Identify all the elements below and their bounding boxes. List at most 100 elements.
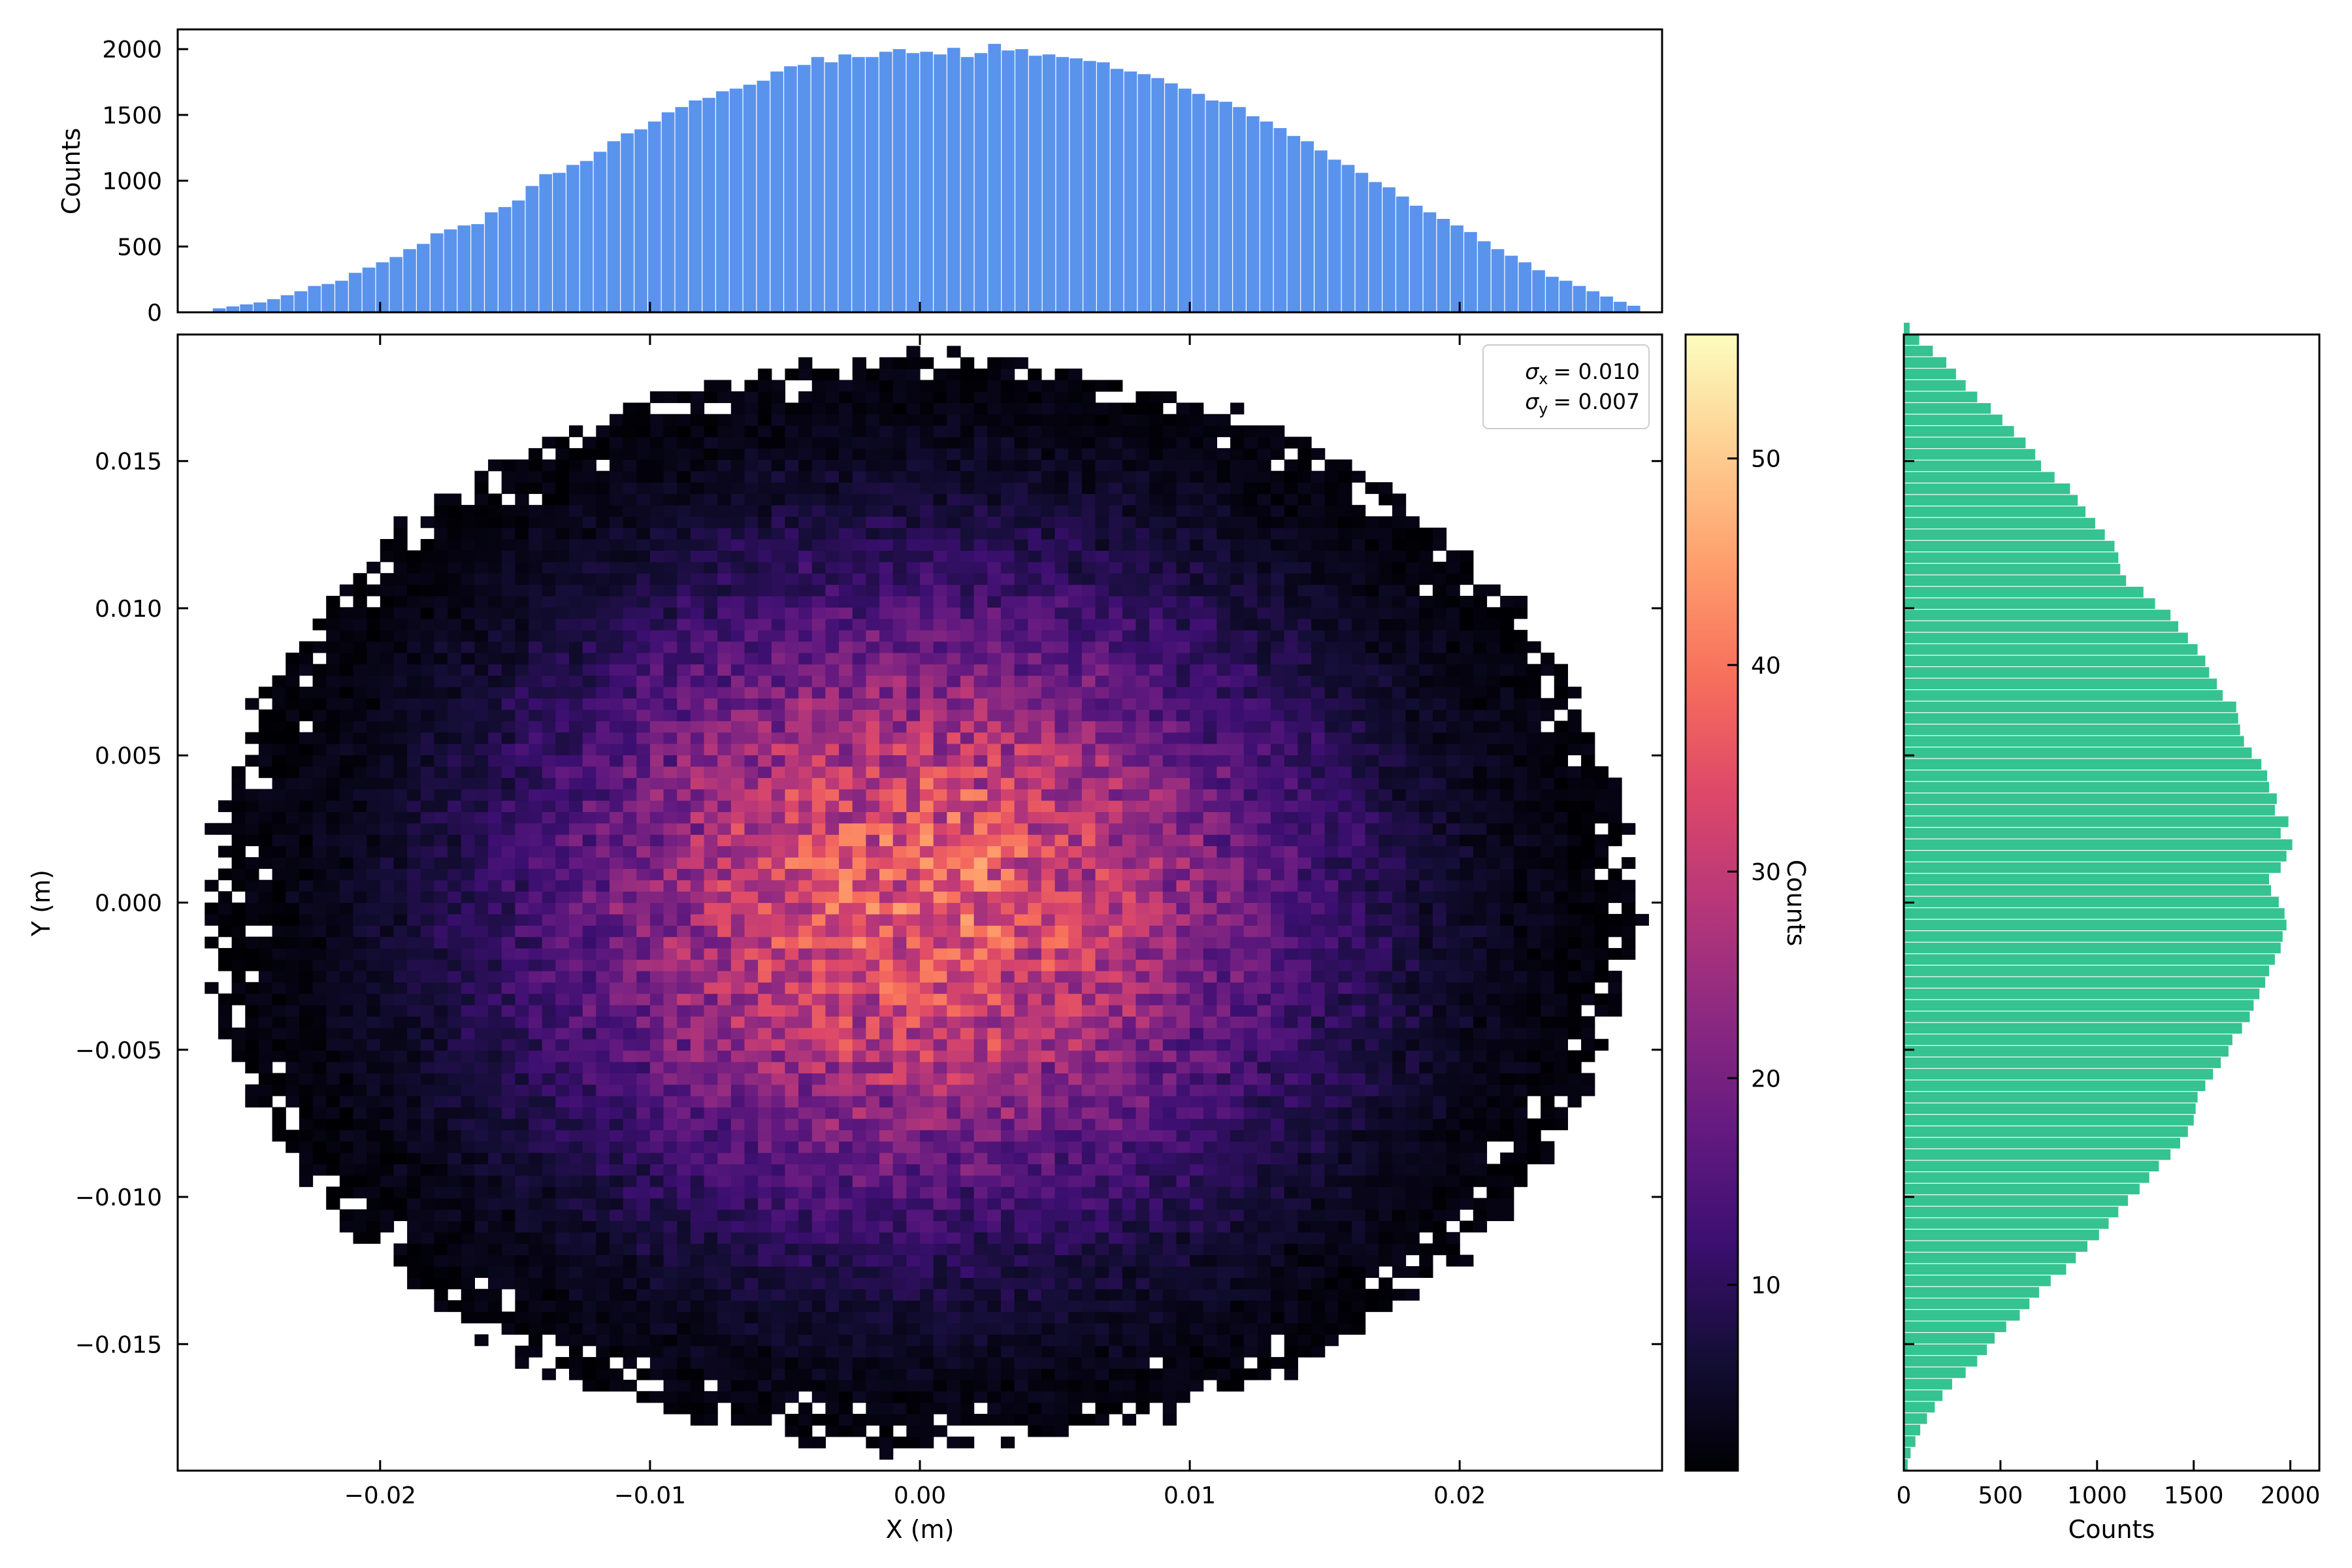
heatmap-cell — [1109, 1198, 1123, 1210]
heatmap-cell — [1419, 959, 1433, 972]
heatmap-cell — [1351, 1050, 1366, 1062]
heatmap-cell — [1500, 879, 1514, 892]
heatmap-cell — [973, 1266, 988, 1278]
heatmap-cell — [1446, 982, 1460, 994]
heatmap-cell — [623, 993, 637, 1005]
heatmap-cell — [771, 1379, 786, 1392]
heatmap-cell — [758, 982, 772, 994]
heatmap-cell — [1135, 1220, 1150, 1233]
heatmap-cell — [879, 982, 894, 994]
heatmap-cell — [933, 1164, 947, 1176]
heatmap-cell — [1081, 1186, 1096, 1199]
heatmap-cell — [434, 1084, 448, 1096]
heatmap-cell — [866, 1039, 880, 1051]
heatmap-cell — [892, 800, 907, 812]
heatmap-cell — [758, 1096, 772, 1108]
heatmap-cell — [758, 857, 772, 869]
heatmap-cell — [582, 1061, 596, 1073]
heatmap-cell — [555, 970, 570, 983]
heatmap-cell — [744, 1322, 759, 1335]
heatmap-cell — [1324, 902, 1339, 915]
heatmap-cell — [1122, 1073, 1137, 1085]
heatmap-cell — [798, 1096, 813, 1108]
heatmap-cell — [1338, 936, 1352, 949]
heatmap-cell — [272, 1005, 286, 1017]
heatmap-cell — [1176, 1096, 1190, 1108]
heatmap-cell — [973, 811, 988, 824]
heatmap-cell — [407, 948, 421, 960]
heatmap-cell — [286, 1039, 300, 1051]
heatmap-cell — [852, 1164, 866, 1176]
heatmap-cell — [960, 936, 975, 949]
heatmap-cell — [339, 789, 354, 801]
heatmap-cell — [879, 1357, 894, 1369]
heatmap-cell — [852, 868, 866, 881]
heatmap-cell — [461, 925, 475, 938]
heatmap-cell — [1446, 1209, 1460, 1222]
heatmap-cell — [1203, 845, 1217, 858]
heatmap-cell — [649, 1164, 664, 1176]
heatmap-cell — [1217, 1027, 1231, 1039]
heatmap-cell — [1109, 1186, 1123, 1199]
heatmap-cell — [1432, 879, 1447, 892]
heatmap-cell — [272, 1039, 286, 1051]
heatmap-cell — [596, 1005, 610, 1017]
heatmap-cell — [1068, 1368, 1083, 1380]
heatmap-cell — [367, 1232, 381, 1244]
heatmap-cell — [420, 1232, 435, 1244]
heatmap-cell — [1081, 1084, 1096, 1096]
heatmap-cell — [461, 1243, 475, 1256]
heatmap-cell — [1460, 993, 1474, 1005]
heatmap-cell — [1446, 1061, 1460, 1073]
heatmap-cell — [839, 1084, 853, 1096]
heatmap-cell — [515, 1357, 529, 1369]
heatmap-cell — [677, 1130, 691, 1142]
heatmap-cell — [1176, 1186, 1190, 1199]
heatmap-cell — [1000, 993, 1015, 1005]
heatmap-cell — [933, 1073, 947, 1085]
heatmap-cell — [636, 1152, 651, 1165]
heatmap-cell — [353, 845, 367, 858]
heatmap-cell — [555, 1266, 570, 1278]
heatmap-cell — [1324, 1084, 1339, 1096]
heatmap-cell — [960, 879, 975, 892]
heatmap-cell — [555, 1300, 570, 1313]
heatmap-cell — [839, 1073, 853, 1085]
heatmap-cell — [1190, 1016, 1204, 1028]
heatmap-cell — [704, 1220, 718, 1233]
heatmap-cell — [448, 1186, 462, 1199]
heatmap-cell — [987, 1016, 1002, 1028]
heatmap-cell — [420, 1130, 435, 1142]
heatmap-cell — [636, 1232, 651, 1244]
heatmap-cell — [704, 1322, 718, 1335]
heatmap-cell — [973, 800, 988, 812]
heatmap-cell — [1041, 1096, 1056, 1108]
heatmap-cell — [1432, 1061, 1447, 1073]
heatmap-cell — [393, 925, 408, 938]
heatmap-cell — [1338, 857, 1352, 869]
heatmap-cell — [1095, 1107, 1109, 1119]
heatmap-cell — [568, 834, 583, 847]
heatmap-cell — [1041, 982, 1056, 994]
heatmap-cell — [393, 1243, 408, 1256]
heatmap-cell — [1203, 789, 1217, 801]
heatmap-cell — [1217, 1220, 1231, 1233]
heatmap-cell — [339, 925, 354, 938]
heatmap-cell — [1405, 1243, 1420, 1256]
heatmap-cell — [1095, 948, 1109, 960]
heatmap-cell — [987, 1391, 1002, 1403]
heatmap-cell — [1149, 970, 1164, 983]
heatmap-cell — [407, 1232, 421, 1244]
heatmap-cell — [1014, 1050, 1028, 1062]
heatmap-cell — [1243, 1334, 1258, 1347]
heatmap-cell — [920, 1232, 934, 1244]
heatmap-cell — [1162, 936, 1177, 949]
heatmap-cell — [1176, 811, 1190, 824]
heatmap-cell — [474, 845, 489, 858]
heatmap-cell — [582, 936, 596, 949]
heatmap-cell — [1203, 1050, 1217, 1062]
heatmap-cell — [825, 1209, 840, 1222]
heatmap-cell — [515, 1073, 529, 1085]
heatmap-cell — [1095, 1334, 1109, 1347]
heatmap-cell — [730, 1152, 745, 1165]
